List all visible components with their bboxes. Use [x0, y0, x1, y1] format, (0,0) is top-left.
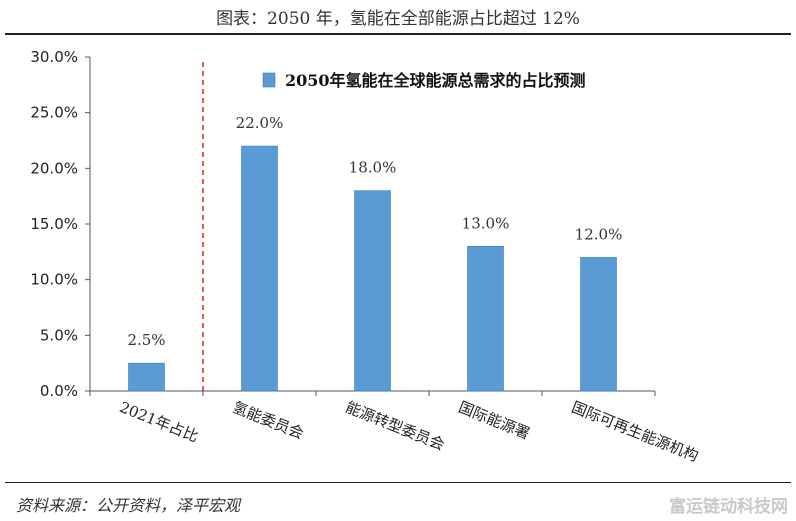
bar	[467, 245, 504, 392]
bottom-rule	[5, 482, 791, 483]
bar	[354, 190, 391, 392]
category-label: 2021年占比	[117, 398, 201, 446]
y-tick-label: 25.0%	[30, 104, 78, 122]
legend-label: 2050年氢能在全球能源总需求的占比预测	[285, 71, 586, 90]
value-label: 12.0%	[575, 225, 623, 243]
category-label: 能源转型委员会	[343, 398, 447, 454]
watermark: 富运链动科技网	[669, 497, 788, 517]
top-rule	[5, 33, 791, 35]
source-note: 资料来源：公开资料，泽平宏观	[16, 496, 241, 515]
category-label: 国际可再生能源机构	[569, 398, 701, 465]
value-label: 18.0%	[349, 159, 397, 177]
figure-title: 图表：2050 年，氢能在全部能源占比超过 12%	[216, 9, 580, 29]
y-tick-label: 0.0%	[40, 382, 78, 400]
bar	[128, 362, 165, 392]
value-label: 2.5%	[127, 331, 165, 349]
bar	[580, 257, 617, 392]
y-tick-label: 20.0%	[30, 159, 78, 177]
category-label: 氢能委员会	[230, 398, 306, 443]
value-label: 22.0%	[236, 114, 284, 132]
chart-bars	[128, 145, 617, 392]
chart-axes: 0.0% 5.0% 10.0% 15.0% 20.0% 25.0% 30.0%	[30, 48, 656, 400]
y-tick-label: 5.0%	[40, 326, 78, 344]
y-tick-label: 15.0%	[30, 215, 78, 233]
chart-legend: 2050年氢能在全球能源总需求的占比预测	[262, 71, 586, 90]
legend-swatch	[262, 72, 276, 88]
y-tick-label: 10.0%	[30, 271, 78, 289]
value-label: 13.0%	[462, 214, 510, 232]
bar	[241, 145, 278, 392]
category-label: 国际能源署	[456, 398, 532, 443]
y-tick-label: 30.0%	[30, 48, 78, 66]
